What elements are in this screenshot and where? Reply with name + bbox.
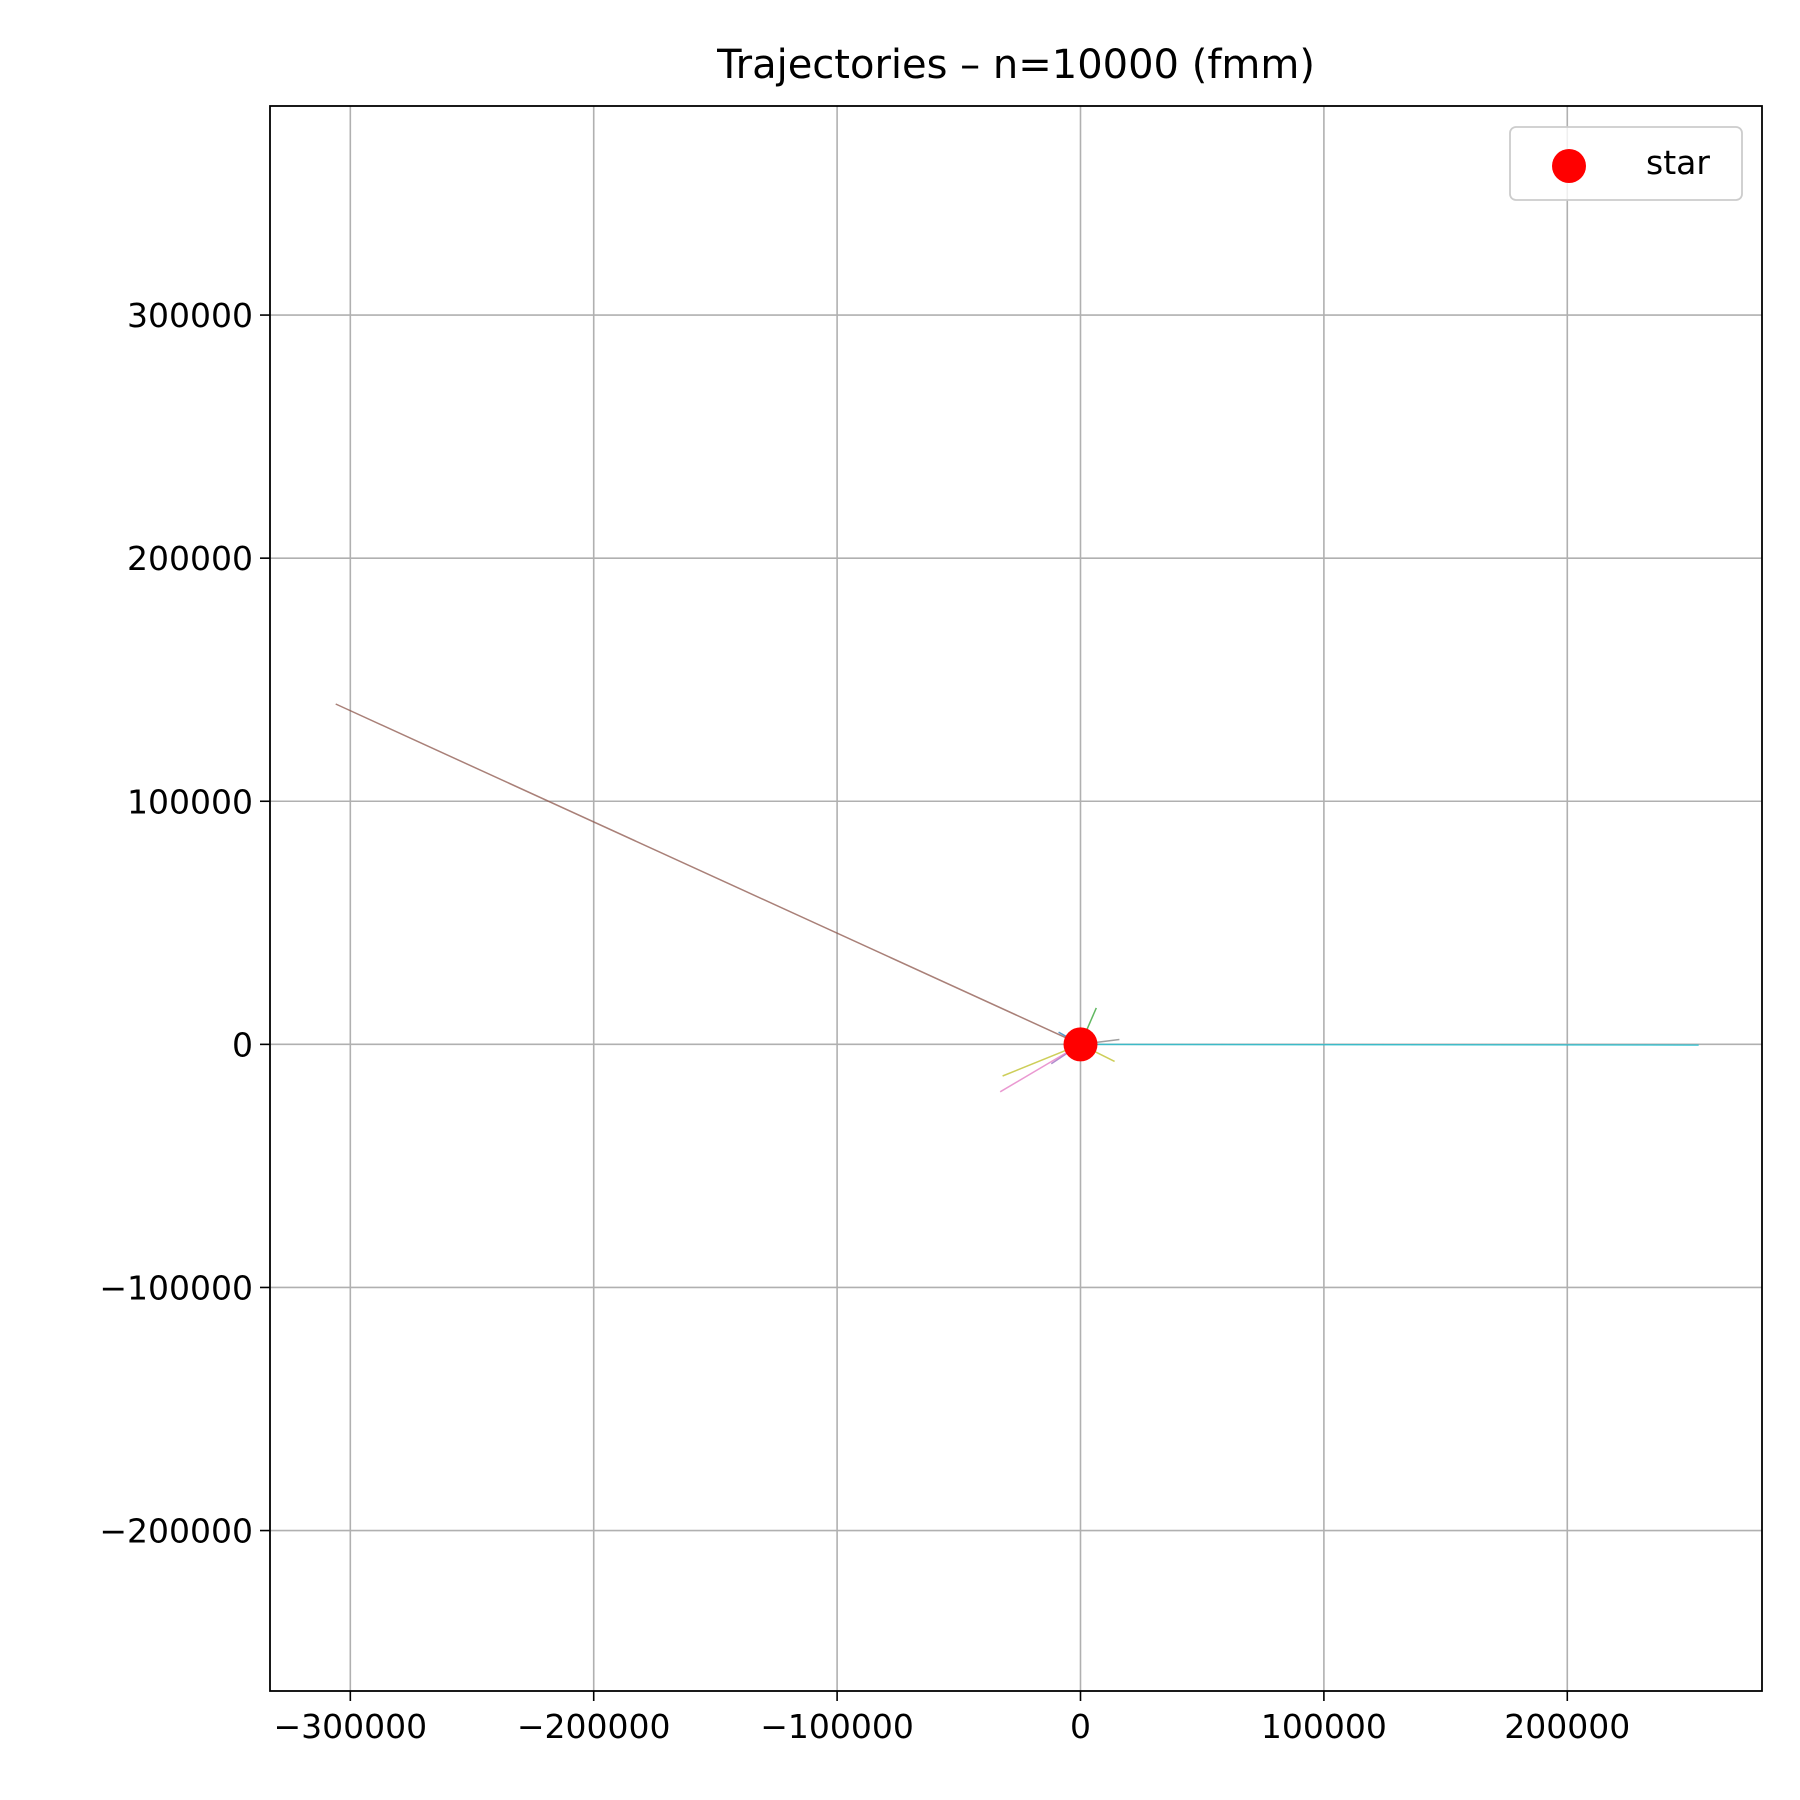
y-tick-label: 200000 [127,539,253,578]
legend-star-label: star [1646,143,1710,182]
y-tick-label: 0 [232,1025,253,1064]
y-tick-label: 100000 [127,782,253,821]
y-tick-label: −200000 [99,1512,253,1551]
legend: star [1509,126,1743,201]
x-tick-label: 100000 [1261,1707,1387,1746]
trajectory-line [335,703,1081,1046]
y-tick-label: 300000 [127,296,253,335]
star-marker [1063,1027,1098,1062]
series-layer [335,703,1699,1093]
x-tick-label: −100000 [760,1707,914,1746]
x-tick-label: 200000 [1504,1707,1630,1746]
star-layer [1063,1027,1098,1062]
y-tick-label: −100000 [99,1268,253,1307]
x-tick-label: −200000 [517,1707,671,1746]
trajectory-line [1080,1043,1699,1046]
plot-frame [269,105,1763,1692]
chart-title: Trajectories – n=10000 (fmm) [716,42,1315,88]
x-tick-label: 0 [1070,1707,1091,1746]
legend-star-marker [1552,149,1586,183]
tick-layer: −300000 −200000 −100000 0 100000 200000 300000… [99,296,1630,1746]
x-tick-label: −300000 [274,1707,428,1746]
